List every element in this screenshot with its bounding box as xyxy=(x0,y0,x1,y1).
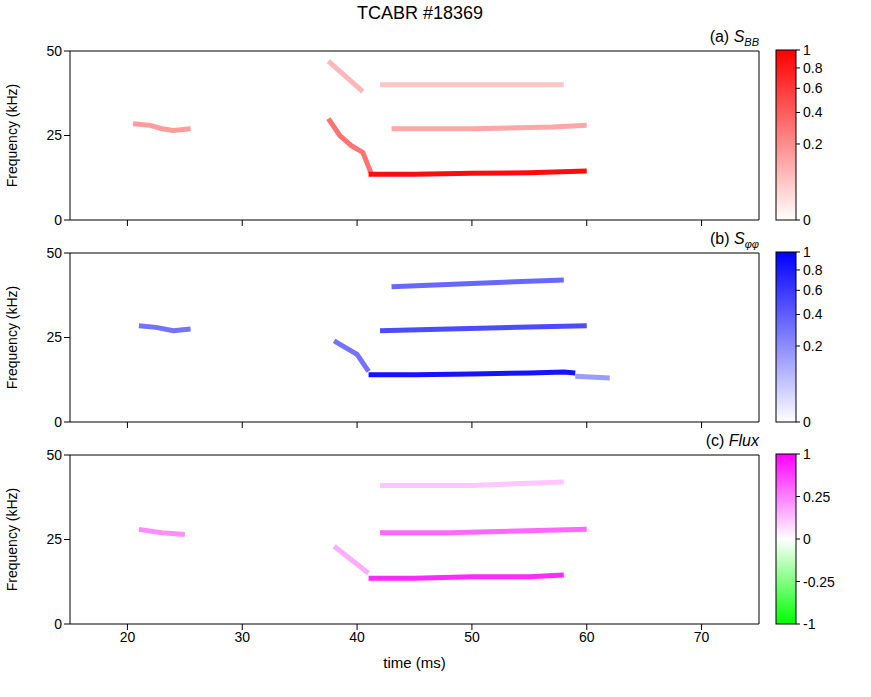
svg-text:0: 0 xyxy=(54,616,62,632)
svg-text:time (ms): time (ms) xyxy=(383,654,446,671)
svg-text:60: 60 xyxy=(579,629,595,645)
svg-text:25: 25 xyxy=(46,329,62,345)
svg-text:0.2: 0.2 xyxy=(803,338,823,354)
svg-text:0.6: 0.6 xyxy=(803,282,823,298)
svg-text:0: 0 xyxy=(803,414,811,430)
svg-text:20: 20 xyxy=(120,629,136,645)
svg-text:Frequency (kHz): Frequency (kHz) xyxy=(4,84,20,187)
svg-text:-0.25: -0.25 xyxy=(803,574,835,590)
svg-text:Frequency (kHz): Frequency (kHz) xyxy=(4,488,20,591)
svg-text:25: 25 xyxy=(46,127,62,143)
svg-text:25: 25 xyxy=(46,531,62,547)
svg-text:0: 0 xyxy=(54,414,62,430)
svg-text:50: 50 xyxy=(46,245,62,261)
svg-text:1: 1 xyxy=(803,244,811,260)
html-text:(a) SBB: (a) SBB xyxy=(709,28,759,49)
html-text:(b) Sφφ: (b) Sφφ xyxy=(710,230,759,251)
svg-text:1: 1 xyxy=(803,42,811,58)
svg-text:70: 70 xyxy=(694,629,710,645)
svg-text:0.8: 0.8 xyxy=(803,60,823,76)
svg-text:50: 50 xyxy=(46,447,62,463)
svg-text:1: 1 xyxy=(803,446,811,462)
svg-text:50: 50 xyxy=(46,43,62,59)
svg-text:0.4: 0.4 xyxy=(803,104,823,120)
svg-text:50: 50 xyxy=(464,629,480,645)
svg-text:-1: -1 xyxy=(803,616,816,632)
svg-text:0.6: 0.6 xyxy=(803,80,823,96)
html-text:(c) Flux: (c) Flux xyxy=(705,432,759,449)
svg-text:0.25: 0.25 xyxy=(803,489,830,505)
svg-text:Frequency (kHz): Frequency (kHz) xyxy=(4,286,20,389)
svg-text:0.4: 0.4 xyxy=(803,306,823,322)
svg-text:0.8: 0.8 xyxy=(803,262,823,278)
svg-text:0: 0 xyxy=(803,531,811,547)
svg-text:0: 0 xyxy=(54,212,62,228)
svg-text:40: 40 xyxy=(349,629,365,645)
svg-text:30: 30 xyxy=(234,629,250,645)
html-text:TCABR #18369: TCABR #18369 xyxy=(357,3,483,23)
svg-text:0.2: 0.2 xyxy=(803,136,823,152)
svg-text:0: 0 xyxy=(803,212,811,228)
